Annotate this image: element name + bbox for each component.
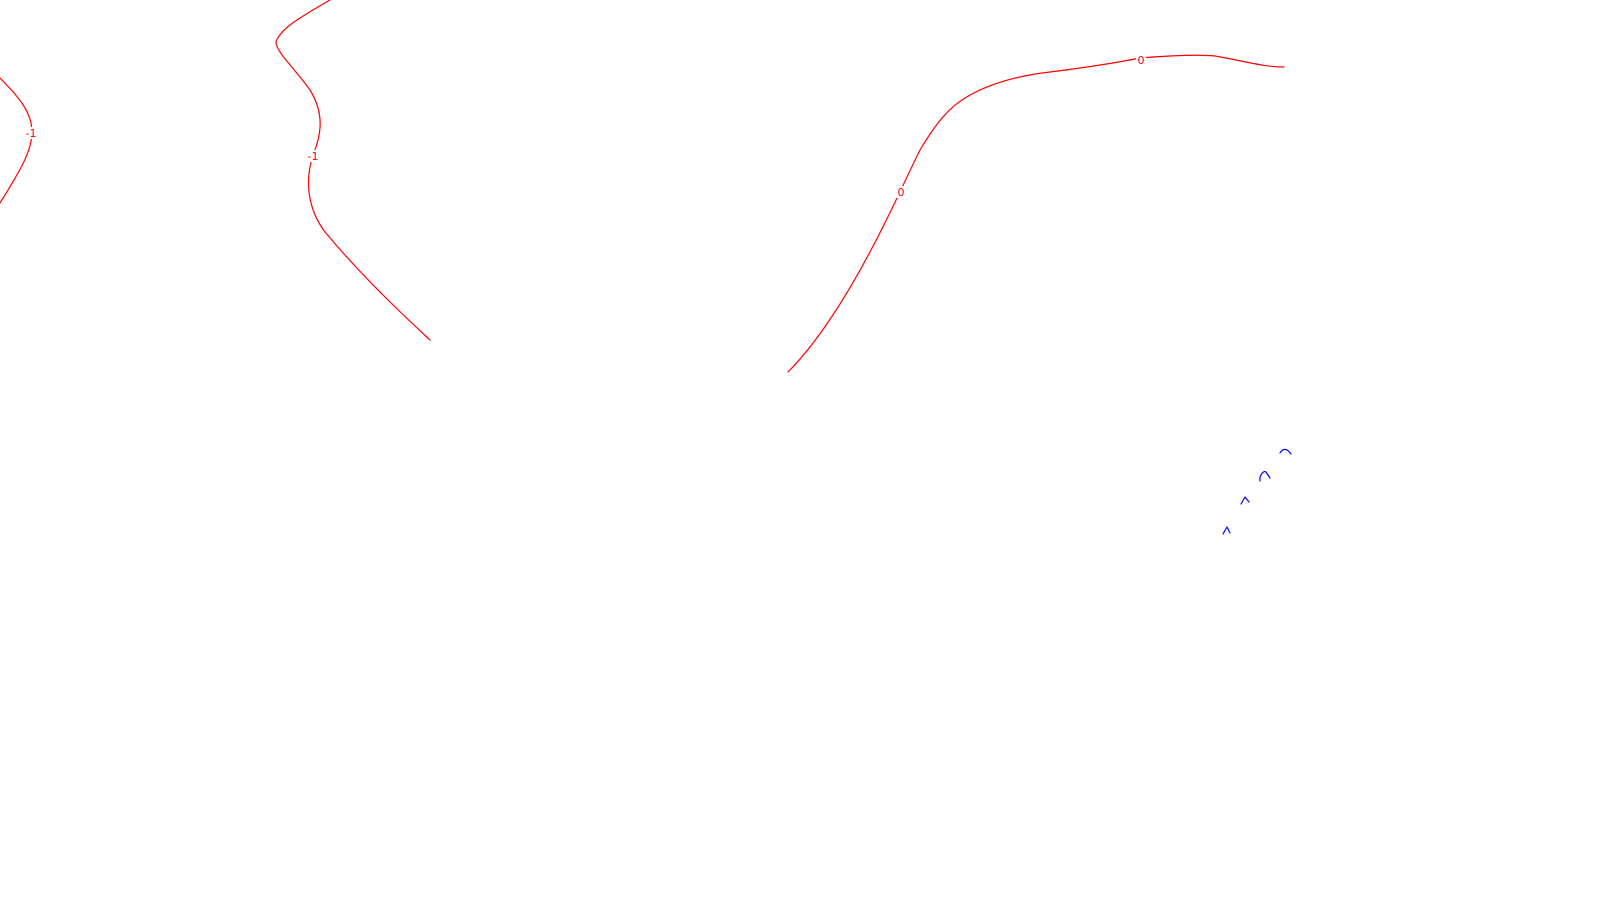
contour-label-center: 0 [898,186,905,199]
contour-label-left-edge: -1 [26,127,37,140]
contour-line-upper-left [275,0,431,341]
contour-label-gap-left-edge [24,127,39,139]
contour-label-upper-right: 0 [1138,54,1145,67]
contour-label-gap-center [896,186,906,198]
flow-arrow-icon [1279,448,1292,455]
contour-label-gap-upper-left [306,150,321,162]
contour-label-gap-upper-right [1136,54,1146,66]
flow-arrow-icon [1222,526,1231,535]
contour-label-upper-left: -1 [308,150,319,163]
contour-line-center [787,54,1285,373]
flow-arrow-icon [1240,496,1250,505]
flow-arrow-icon [1259,470,1271,482]
